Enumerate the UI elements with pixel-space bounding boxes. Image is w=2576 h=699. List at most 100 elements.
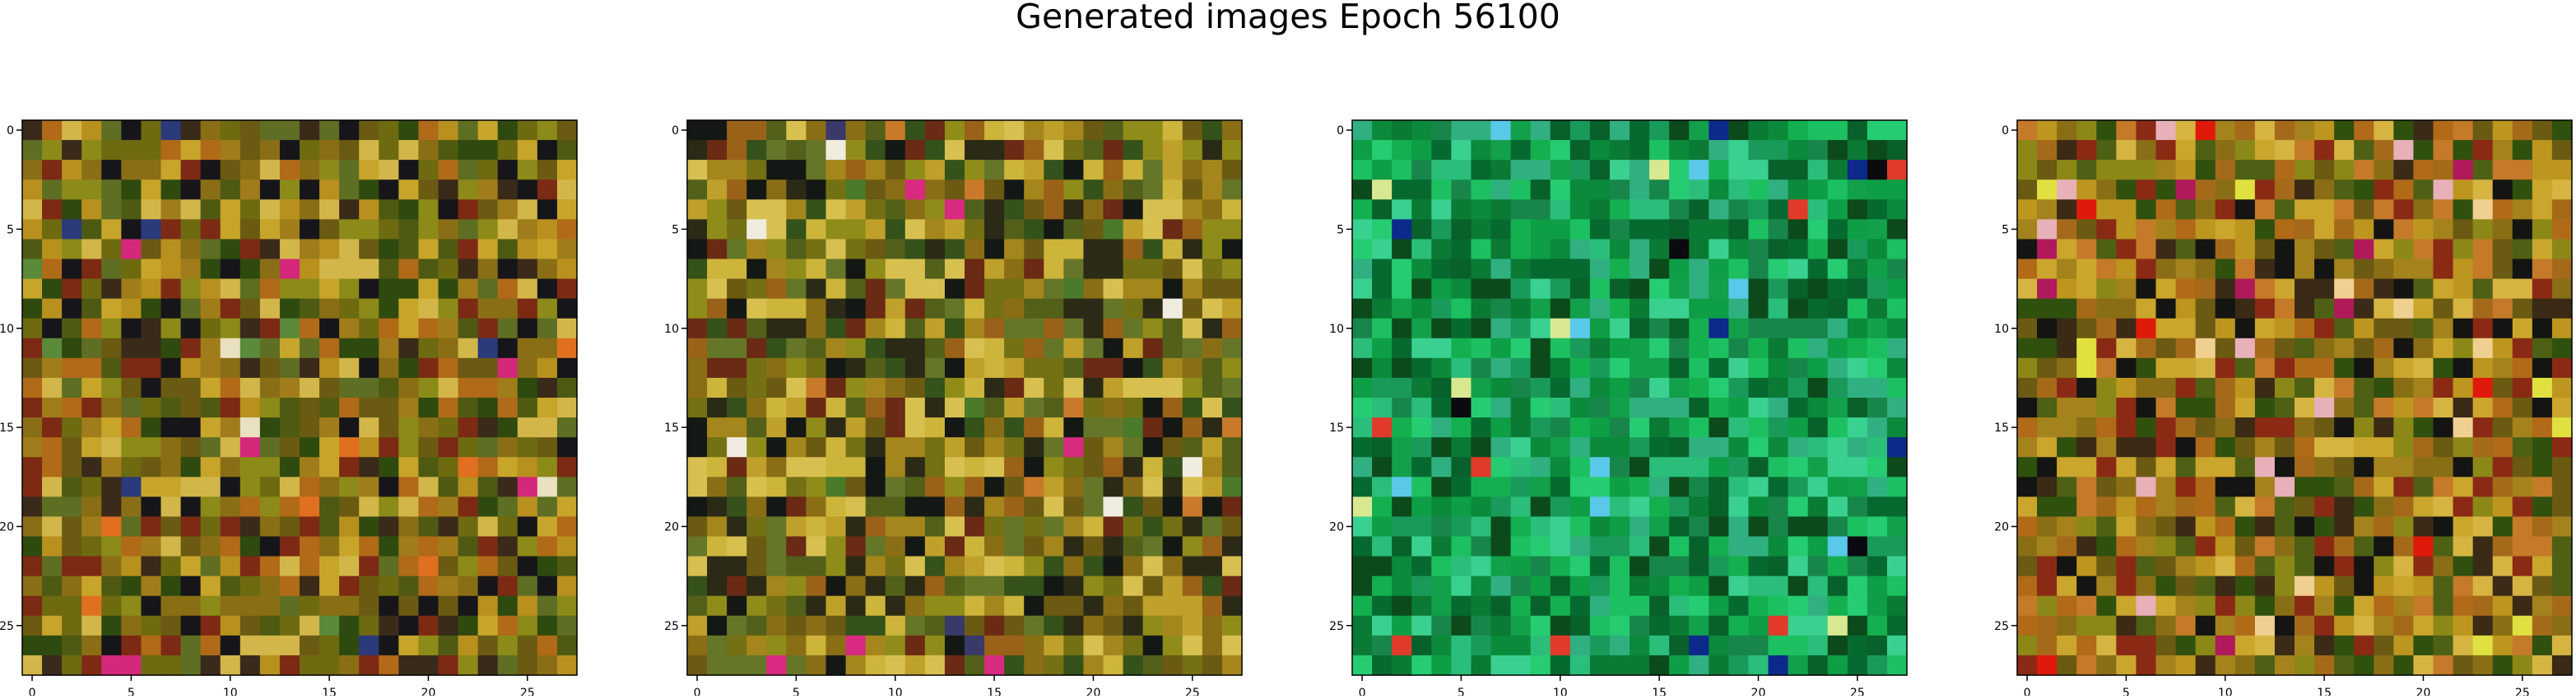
pixel (517, 140, 538, 161)
pixel (2116, 457, 2137, 478)
pixel (924, 615, 946, 636)
pixel (2314, 259, 2335, 280)
pixel (1431, 338, 1452, 359)
pixel (339, 377, 360, 398)
pixel (2116, 199, 2137, 220)
pixel (2234, 595, 2256, 617)
pixel (62, 120, 82, 141)
pixel (984, 398, 1005, 418)
pixel (2492, 120, 2513, 141)
pixel (1788, 140, 1809, 161)
pixel (517, 417, 538, 438)
pixel (2175, 457, 2197, 478)
pixel (200, 318, 221, 339)
pixel (339, 595, 360, 617)
pixel (1847, 140, 1868, 161)
pixel (786, 457, 807, 478)
pixel (1847, 278, 1868, 300)
pixel (160, 635, 182, 656)
pixel (458, 496, 479, 518)
pixel (1221, 398, 1243, 418)
pixel (477, 655, 499, 676)
pixel (2076, 357, 2097, 379)
pixel (1530, 398, 1551, 418)
pixel (2492, 199, 2513, 220)
pixel (984, 239, 1005, 260)
pixel (2433, 655, 2454, 676)
pixel (2096, 417, 2117, 438)
pixel (418, 417, 439, 438)
pixel (220, 635, 241, 656)
pixel (1630, 556, 1650, 577)
pixel (2254, 338, 2276, 359)
pixel (1728, 298, 1750, 319)
pixel (220, 179, 241, 200)
pixel (438, 417, 459, 438)
pixel (319, 457, 340, 478)
pixel (687, 278, 708, 300)
pixel (2314, 278, 2335, 300)
pixel (319, 357, 340, 379)
pixel (1768, 357, 1789, 379)
pixel (786, 239, 807, 260)
pixel (279, 239, 300, 260)
pixel (1807, 259, 1829, 280)
pixel (1352, 357, 1373, 379)
pixel (300, 219, 320, 240)
pixel (1004, 556, 1025, 577)
pixel (220, 556, 241, 577)
pixel (160, 398, 182, 418)
pixel (2096, 179, 2117, 200)
pixel (537, 338, 558, 359)
pixel (359, 615, 379, 636)
pixel (279, 259, 300, 280)
pixel (62, 615, 82, 636)
pixel (2393, 239, 2415, 260)
pixel (1689, 635, 1709, 656)
y-tick-label: 5 (672, 223, 679, 236)
pixel (1689, 655, 1709, 676)
pixel (1807, 160, 1829, 180)
pixel (279, 556, 300, 577)
pixel (885, 219, 906, 240)
pixel (1788, 179, 1809, 200)
pixel (806, 179, 827, 200)
pixel (806, 140, 827, 161)
pixel (497, 140, 518, 161)
pixel (1748, 398, 1769, 418)
pixel (2295, 259, 2315, 280)
pixel (319, 516, 340, 538)
pixel (2295, 595, 2315, 617)
pixel (359, 595, 379, 617)
pixel (62, 536, 82, 557)
pixel (965, 576, 985, 597)
pixel (42, 398, 63, 418)
pixel (825, 398, 847, 418)
pixel (904, 357, 926, 379)
pixel (924, 576, 946, 597)
pixel (1510, 377, 1532, 398)
pixel (1103, 457, 1124, 478)
pixel (2374, 357, 2394, 379)
pixel (1510, 536, 1532, 557)
pixel (1471, 417, 1492, 438)
pixel (497, 556, 518, 577)
pixel (1827, 357, 1848, 379)
pixel (1630, 615, 1650, 636)
pixel (121, 357, 142, 379)
pixel (497, 259, 518, 280)
pixel (687, 179, 708, 200)
pixel (1788, 437, 1809, 458)
pixel (2195, 655, 2216, 676)
pixel (556, 140, 578, 161)
pixel (1162, 516, 1183, 538)
pixel (727, 556, 747, 577)
pixel (1490, 576, 1512, 597)
pixel (1182, 516, 1203, 538)
pixel (2195, 278, 2216, 300)
pixel (1411, 239, 1432, 260)
pixel (1609, 417, 1630, 438)
pixel (2393, 318, 2415, 339)
pixel (438, 239, 459, 260)
pixel (1103, 496, 1124, 518)
